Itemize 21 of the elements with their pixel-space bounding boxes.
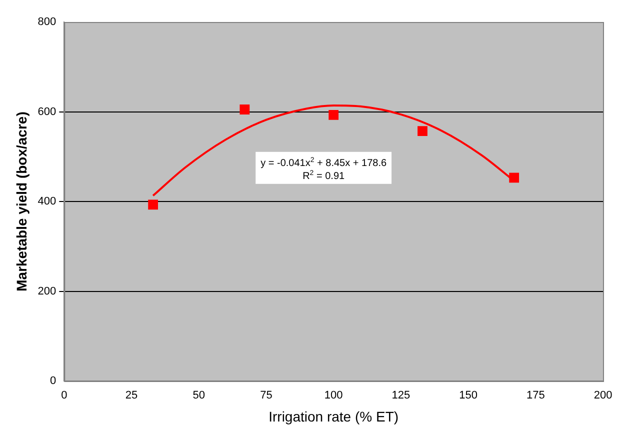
x-tick-label: 150 [459, 390, 478, 402]
y-tick-label: 600 [38, 106, 56, 118]
x-tick-label: 125 [392, 390, 410, 402]
y-tick-label: 200 [38, 285, 56, 298]
x-tick-label: 175 [526, 390, 545, 402]
point [509, 172, 520, 183]
x-tick-label: 50 [192, 390, 205, 402]
point [240, 104, 250, 114]
x-tick-label: 100 [324, 390, 343, 402]
x-tick-label: 200 [594, 390, 612, 402]
point [148, 200, 158, 210]
x-tick-label: 0 [61, 390, 68, 402]
y-tick-label: 800 [38, 16, 56, 28]
point [418, 126, 428, 136]
y-axis-title: Marketable yield (box/acre) [13, 112, 30, 292]
x-tick-label: 25 [125, 390, 138, 402]
y-tick-label: 400 [38, 196, 56, 208]
x-axis-title: Irrigation rate (% ET) [268, 408, 399, 424]
y-tick-label: 0 [50, 375, 56, 388]
point [328, 110, 339, 120]
x-tick-label: 75 [260, 390, 272, 402]
